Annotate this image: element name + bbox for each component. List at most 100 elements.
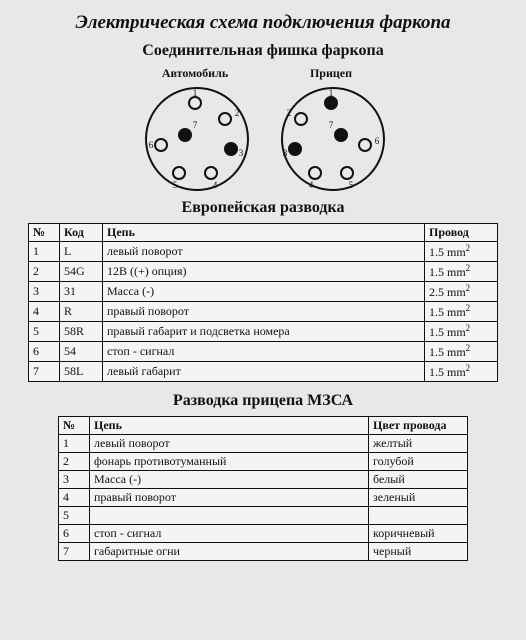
- pin-4-icon: [308, 166, 322, 180]
- cell-code: 54G: [60, 262, 103, 282]
- connector-diagram: Автомобиль 1234567 Прицеп 1234567: [14, 66, 512, 191]
- table-row: 1Lлевый поворот1.5 mm2: [29, 242, 498, 262]
- table-row: 7габаритные огничерный: [59, 543, 468, 561]
- pin-1-label: 1: [329, 88, 334, 98]
- cell-code: 58R: [60, 322, 103, 342]
- table-row: 254G12В ((+) опция)1.5 mm2: [29, 262, 498, 282]
- pin-7-label: 7: [193, 120, 198, 130]
- cell-color: голубой: [369, 453, 468, 471]
- cell-num: 3: [29, 282, 60, 302]
- pin-2-icon: [294, 112, 308, 126]
- connector-left-label: Автомобиль: [162, 66, 228, 81]
- col-chain: Цепь: [103, 224, 425, 242]
- cell-chain: правый габарит и подсветка номера: [103, 322, 425, 342]
- cell-color: белый: [369, 471, 468, 489]
- table-row: 758Lлевый габарит1.5 mm2: [29, 362, 498, 382]
- pin-4-label: 4: [213, 180, 218, 190]
- cell-chain: левый габарит: [103, 362, 425, 382]
- pin-7-label: 7: [329, 120, 334, 130]
- cell-code: 54: [60, 342, 103, 362]
- pin-6-label: 6: [375, 136, 380, 146]
- pin-1-icon: [188, 96, 202, 110]
- cell-wire: 1.5 mm2: [425, 362, 498, 382]
- cell-chain: стоп - сигнал: [103, 342, 425, 362]
- cell-chain: левый поворот: [90, 435, 369, 453]
- pin-5-icon: [172, 166, 186, 180]
- pin-5-label: 5: [173, 180, 178, 190]
- col-wire: Провод: [425, 224, 498, 242]
- connector-heading: Соединительная фишка фаркопа: [14, 42, 512, 60]
- pin-4-label: 4: [309, 180, 314, 190]
- col-chain: Цепь: [90, 417, 369, 435]
- cell-wire: 1.5 mm2: [425, 342, 498, 362]
- cell-color: черный: [369, 543, 468, 561]
- table-row: 558Rправый габарит и подсветка номера1.5…: [29, 322, 498, 342]
- cell-num: 7: [29, 362, 60, 382]
- connector-right: 1234567: [277, 83, 385, 191]
- cell-chain: правый поворот: [90, 489, 369, 507]
- pin-2-icon: [218, 112, 232, 126]
- european-wiring-table: № Код Цепь Провод 1Lлевый поворот1.5 mm2…: [28, 223, 498, 382]
- table-header-row: № Цепь Цвет провода: [59, 417, 468, 435]
- cell-num: 4: [59, 489, 90, 507]
- cell-num: 5: [29, 322, 60, 342]
- table-row: 654стоп - сигнал1.5 mm2: [29, 342, 498, 362]
- cell-code: 58L: [60, 362, 103, 382]
- cell-wire: 1.5 mm2: [425, 262, 498, 282]
- cell-num: 6: [29, 342, 60, 362]
- cell-code: L: [60, 242, 103, 262]
- connector-left: 1234567: [141, 83, 249, 191]
- pin-1-label: 1: [193, 88, 198, 98]
- pin-5-label: 5: [349, 180, 354, 190]
- cell-chain: левый поворот: [103, 242, 425, 262]
- col-num: №: [29, 224, 60, 242]
- cell-chain: [90, 507, 369, 525]
- cell-color: желтый: [369, 435, 468, 453]
- cell-wire: 1.5 mm2: [425, 322, 498, 342]
- table-row: 1левый поворотжелтый: [59, 435, 468, 453]
- table-row: 6стоп - сигналкоричневый: [59, 525, 468, 543]
- cell-chain: габаритные огни: [90, 543, 369, 561]
- cell-num: 1: [59, 435, 90, 453]
- table-row: 5: [59, 507, 468, 525]
- col-code: Код: [60, 224, 103, 242]
- pin-6-icon: [358, 138, 372, 152]
- table-header-row: № Код Цепь Провод: [29, 224, 498, 242]
- pin-4-icon: [204, 166, 218, 180]
- cell-wire: 1.5 mm2: [425, 242, 498, 262]
- table1-heading: Европейская разводка: [14, 199, 512, 217]
- pin-2-label: 2: [287, 108, 292, 118]
- pin-3-icon: [288, 142, 302, 156]
- table-row: 4Rправый поворот1.5 mm2: [29, 302, 498, 322]
- trailer-wiring-table: № Цепь Цвет провода 1левый поворотжелтый…: [58, 416, 468, 561]
- table-row: 4правый поворотзеленый: [59, 489, 468, 507]
- cell-num: 2: [59, 453, 90, 471]
- cell-num: 6: [59, 525, 90, 543]
- cell-wire: 1.5 mm2: [425, 302, 498, 322]
- col-num: №: [59, 417, 90, 435]
- pin-2-label: 2: [235, 108, 240, 118]
- cell-num: 1: [29, 242, 60, 262]
- table-row: 3Масса (-)белый: [59, 471, 468, 489]
- cell-code: R: [60, 302, 103, 322]
- pin-3-label: 3: [239, 148, 244, 158]
- cell-chain: фонарь противотуманный: [90, 453, 369, 471]
- cell-wire: 2.5 mm2: [425, 282, 498, 302]
- pin-7-icon: [334, 128, 348, 142]
- cell-num: 2: [29, 262, 60, 282]
- pin-1-icon: [324, 96, 338, 110]
- cell-chain: Масса (-): [103, 282, 425, 302]
- cell-num: 5: [59, 507, 90, 525]
- cell-color: зеленый: [369, 489, 468, 507]
- pin-7-icon: [178, 128, 192, 142]
- connector-right-label: Прицеп: [310, 66, 352, 81]
- pin-6-icon: [154, 138, 168, 152]
- cell-chain: Масса (-): [90, 471, 369, 489]
- pin-5-icon: [340, 166, 354, 180]
- table2-heading: Разводка прицепа МЗСА: [14, 392, 512, 410]
- cell-chain: 12В ((+) опция): [103, 262, 425, 282]
- pin-3-icon: [224, 142, 238, 156]
- cell-num: 7: [59, 543, 90, 561]
- cell-color: [369, 507, 468, 525]
- cell-num: 3: [59, 471, 90, 489]
